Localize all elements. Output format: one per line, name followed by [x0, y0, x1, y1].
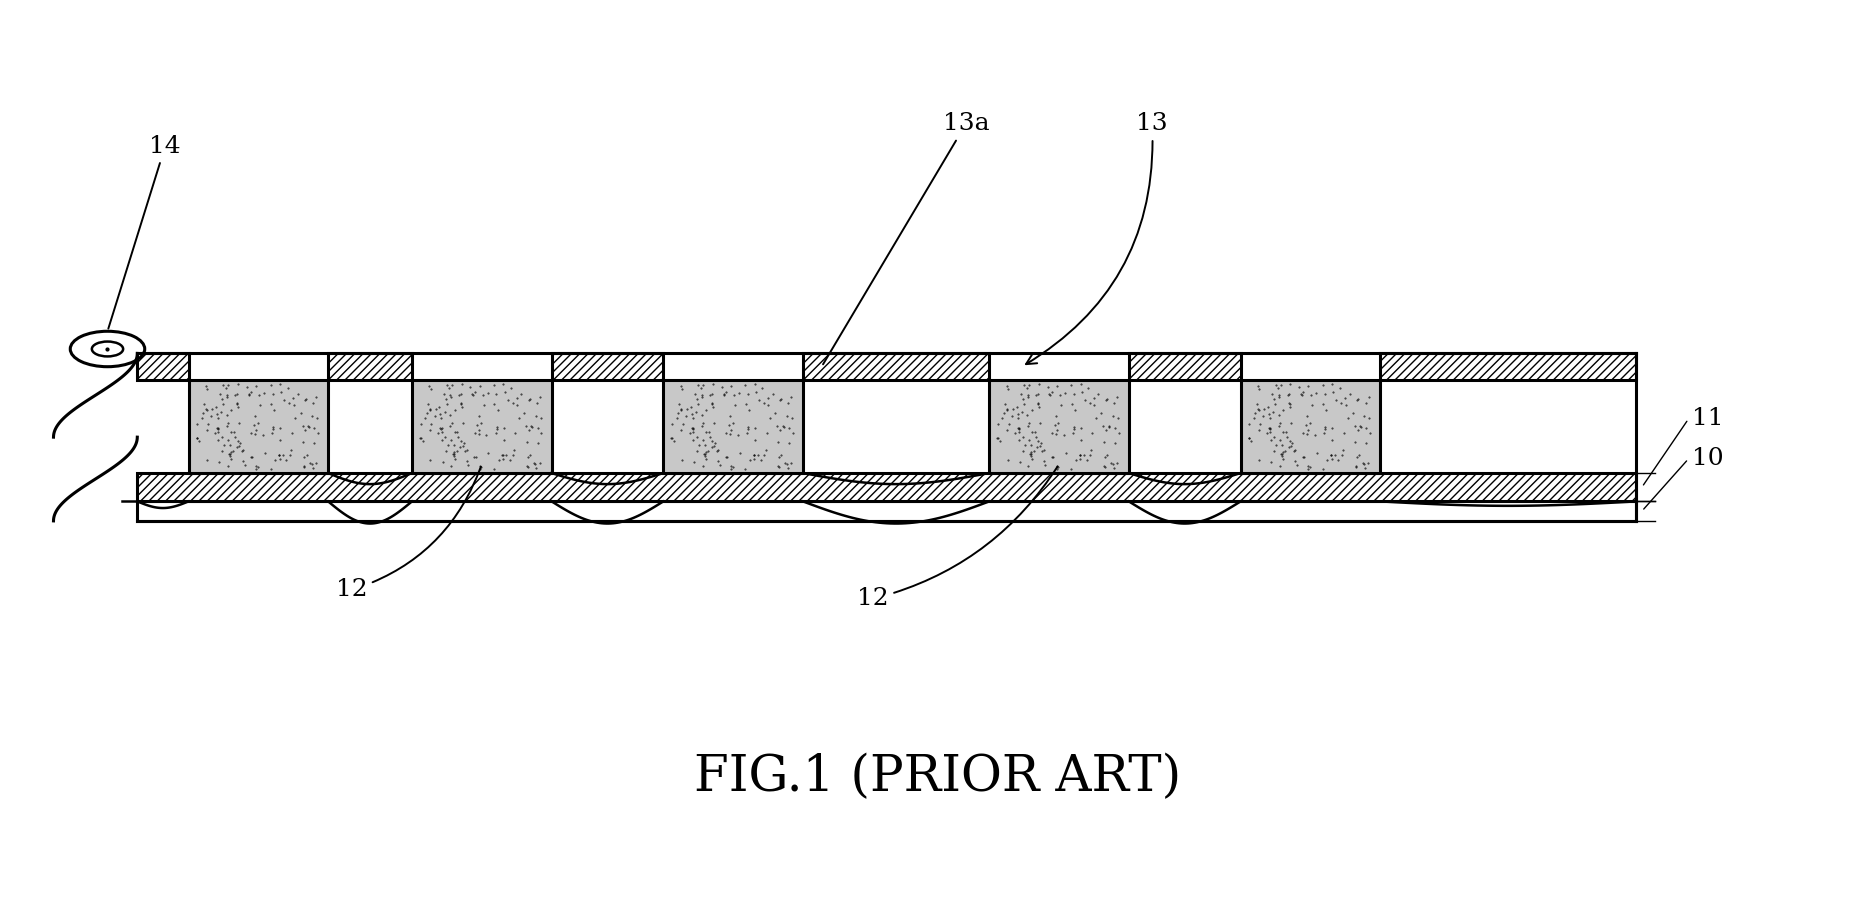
Bar — [1129, 354, 1240, 380]
Text: 11: 11 — [1692, 408, 1724, 430]
Bar — [328, 354, 413, 380]
Bar — [989, 380, 1129, 473]
Text: 13a: 13a — [824, 112, 989, 364]
Bar — [137, 354, 188, 380]
Bar — [1240, 380, 1381, 473]
Bar — [188, 380, 328, 473]
Bar — [803, 354, 989, 380]
Text: 14: 14 — [109, 135, 182, 328]
Text: 10: 10 — [1692, 447, 1724, 471]
Bar — [1381, 354, 1636, 380]
Bar — [413, 380, 552, 473]
Bar — [137, 473, 1636, 501]
Text: 12: 12 — [857, 466, 1058, 610]
Bar — [552, 354, 664, 380]
Bar — [664, 380, 803, 473]
Bar — [137, 501, 1636, 521]
Text: FIG.1 (PRIOR ART): FIG.1 (PRIOR ART) — [694, 753, 1182, 803]
Text: 12: 12 — [336, 467, 480, 601]
Text: 13: 13 — [1026, 112, 1169, 364]
